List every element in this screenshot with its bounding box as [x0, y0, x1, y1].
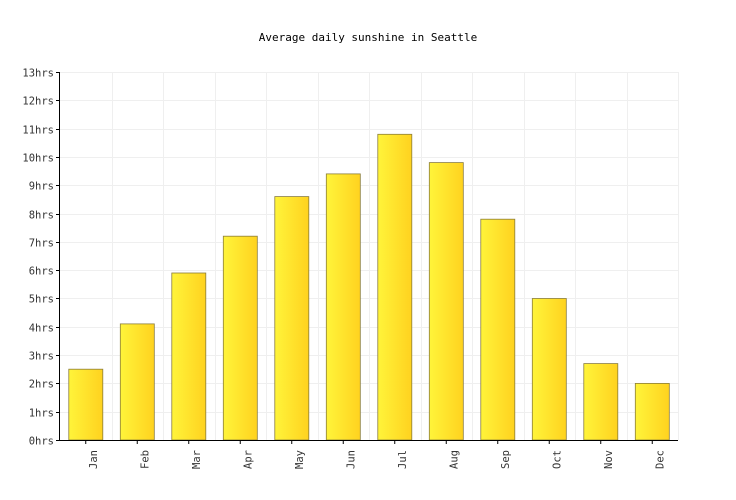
grid-lines: [60, 72, 679, 440]
bar-oct: [531, 298, 567, 441]
bar-mar: [171, 272, 207, 441]
x-tick-label-oct: Oct: [551, 450, 563, 469]
bar-nov: [583, 363, 619, 441]
y-tick-label: 4hrs: [29, 323, 54, 335]
bar-feb: [119, 323, 155, 441]
y-axis-ticks: 0hrs 1hrs 2hrs 3hrs 4hrs 5hrs 6hrs 7hrs 8hrs 9hrs…: [22, 68, 60, 448]
x-tick-label-feb: Feb: [139, 450, 151, 469]
y-tick-label: 13hrs: [22, 68, 54, 80]
y-tick-label: 10hrs: [22, 153, 54, 165]
x-tick-label-mar: Mar: [191, 450, 203, 469]
y-tick-label: 3hrs: [29, 351, 54, 363]
bar-sep: [480, 218, 516, 441]
y-tick-label: 1hrs: [29, 408, 54, 420]
x-tick-label-dec: Dec: [654, 450, 666, 469]
x-tick-label-apr: Apr: [242, 450, 254, 469]
x-tick-label-jul: Jul: [397, 450, 409, 469]
bars: [68, 133, 670, 441]
y-tick-label: 5hrs: [29, 294, 54, 306]
x-tick-label-sep: Sep: [500, 450, 512, 469]
bar-jun: [325, 173, 361, 441]
y-tick-label: 12hrs: [22, 96, 54, 108]
bar-may: [274, 196, 310, 441]
y-tick-label: 8hrs: [29, 210, 54, 222]
bar-jul: [377, 133, 413, 441]
y-tick-label: 11hrs: [22, 125, 54, 137]
x-tick-label-nov: Nov: [603, 450, 615, 469]
chart-title: Average daily sunshine in Seattle: [259, 31, 478, 44]
bar-jan: [68, 368, 104, 441]
x-tick-label-may: May: [294, 450, 306, 469]
y-tick-label: 2hrs: [29, 379, 54, 391]
y-tick-label: 0hrs: [29, 436, 54, 448]
x-tick-label-jun: Jun: [345, 450, 357, 469]
y-tick-label: 7hrs: [29, 238, 54, 250]
bar-aug: [428, 162, 464, 441]
y-tick-label: 9hrs: [29, 181, 54, 193]
x-tick-label-aug: Aug: [448, 450, 460, 469]
bar-apr: [222, 235, 258, 441]
bar-dec: [634, 382, 670, 441]
x-tick-label-jan: Jan: [88, 450, 100, 469]
y-tick-label: 6hrs: [29, 266, 54, 278]
x-axis-ticks: Jan Feb Mar Apr May Jun Jul Aug Sep Oct Nov Dec: [85, 440, 666, 469]
